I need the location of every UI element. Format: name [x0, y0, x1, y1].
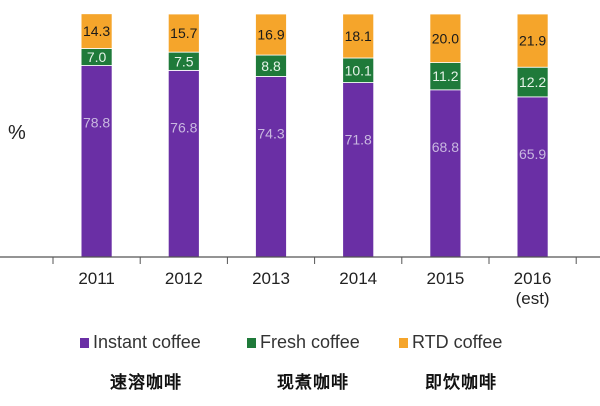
value-label-instant-coffee-4: 68.8 [432, 139, 459, 155]
value-label-fresh-coffee-0: 7.0 [87, 49, 107, 65]
bar-segment-fresh-coffee-5 [516, 66, 549, 98]
legend-label-rtd: RTD coffee [412, 332, 503, 352]
bar-segment-rtd-coffee-4 [429, 13, 462, 63]
x-tick-label-2: 2013 [252, 269, 290, 288]
legend-item-fresh: Fresh coffee [247, 332, 360, 353]
x-tick-label-4: 2015 [426, 269, 464, 288]
bar-segment-rtd-coffee-2 [255, 13, 287, 56]
value-label-fresh-coffee-3: 10.1 [345, 62, 372, 78]
legend-swatch-fresh [247, 337, 256, 348]
value-label-instant-coffee-5: 65.9 [519, 146, 546, 162]
value-label-fresh-coffee-5: 12.2 [519, 74, 546, 90]
value-label-rtd-coffee-0: 14.3 [83, 23, 110, 39]
stacked-bar-chart: 78.8 7.0 14.3 76.8 7.5 15.7 74.3 8.8 16.9 71.8 10.… [0, 13, 600, 308]
legend-swatch-instant [80, 337, 89, 348]
bar-segment-instant-coffee-1 [167, 69, 200, 258]
y-axis-unit-label: % [8, 122, 26, 144]
value-label-instant-coffee-1: 76.8 [170, 119, 197, 135]
legend-swatch-rtd [399, 337, 408, 348]
value-label-rtd-coffee-4: 20.0 [432, 30, 459, 46]
legend-item-rtd: RTD coffee [399, 332, 502, 353]
value-label-rtd-coffee-5: 21.9 [519, 33, 546, 49]
bar-segment-rtd-coffee-0 [80, 13, 113, 49]
value-label-rtd-coffee-2: 16.9 [257, 27, 284, 43]
value-label-fresh-coffee-4: 11.2 [432, 68, 458, 84]
legend-cn-instant: 速溶咖啡 [110, 373, 182, 393]
x-tick-label-5-line1: (est) [516, 289, 550, 308]
value-label-fresh-coffee-1: 7.5 [174, 53, 194, 69]
bars-group: 78.8 7.0 14.3 76.8 7.5 15.7 74.3 8.8 16.9 71.8 10.… [80, 13, 549, 258]
value-label-rtd-coffee-1: 15.7 [170, 25, 197, 41]
bar-segment-rtd-coffee-1 [167, 13, 200, 53]
x-tick-label-1: 2012 [165, 269, 203, 288]
bar-segment-rtd-coffee-5 [516, 13, 549, 68]
legend-cn-rtd: 即饮咖啡 [425, 373, 497, 393]
x-ticks-group: 2011 2012 2013 2014 2015 2016(est) [52, 257, 577, 308]
bar-segment-fresh-coffee-3 [342, 57, 375, 83]
bar-segment-rtd-coffee-3 [342, 13, 375, 59]
bar-segment-instant-coffee-0 [80, 65, 113, 258]
value-label-instant-coffee-0: 78.8 [83, 115, 110, 131]
legend-item-instant: Instant coffee [80, 332, 201, 353]
bar-segment-fresh-coffee-4 [429, 62, 462, 91]
value-label-instant-coffee-3: 71.8 [345, 132, 372, 148]
bar-segment-instant-coffee-2 [255, 76, 287, 258]
x-tick-label-3: 2014 [339, 269, 377, 288]
legend-label-fresh: Fresh coffee [260, 332, 360, 352]
legend-cn-fresh: 现煮咖啡 [277, 373, 349, 393]
bar-segment-instant-coffee-4 [429, 89, 462, 258]
legend-label-instant: Instant coffee [93, 332, 201, 352]
x-tick-label-5: 2016 [514, 269, 552, 288]
bar-segment-instant-coffee-3 [342, 82, 375, 258]
value-label-rtd-coffee-3: 18.1 [345, 28, 372, 44]
value-label-instant-coffee-2: 74.3 [257, 125, 284, 141]
value-label-fresh-coffee-2: 8.8 [261, 58, 281, 74]
x-tick-label-0: 2011 [78, 269, 115, 288]
bar-segment-instant-coffee-5 [516, 96, 549, 258]
legend: Instant coffee 速溶咖啡 Fresh coffee 现煮咖啡 RT… [0, 330, 600, 400]
